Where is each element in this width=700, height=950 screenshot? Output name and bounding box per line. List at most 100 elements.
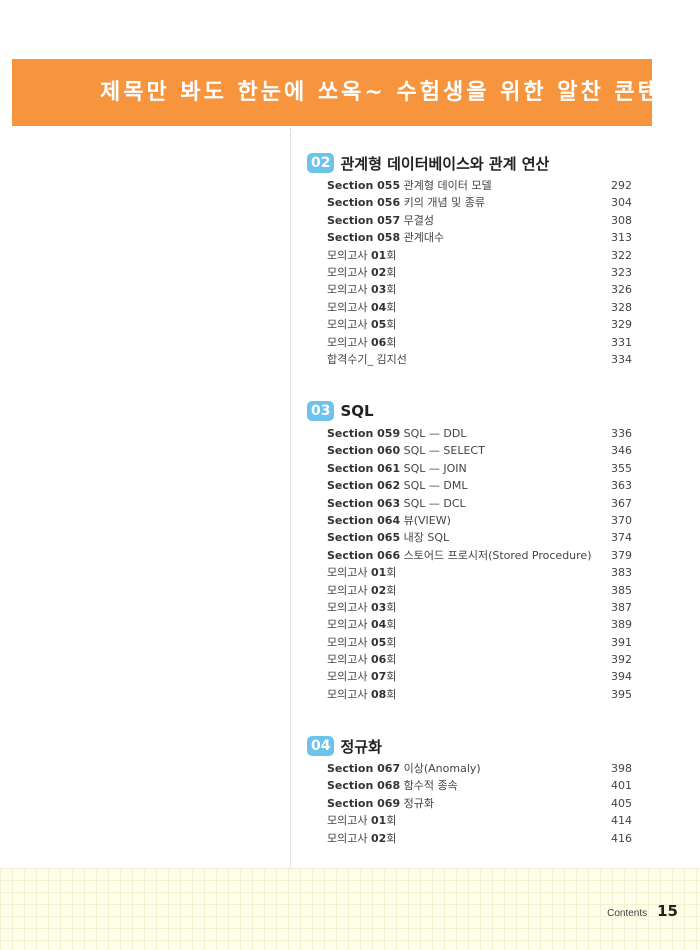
entry-title: 모의고사 01회 — [327, 247, 396, 264]
toc-entry[interactable]: Section 059 SQL — DDL 336 — [307, 425, 632, 442]
chapter-heading: 04 정규화 — [307, 734, 632, 758]
entry-number: 03 — [370, 283, 387, 297]
entry-page: 346 — [611, 444, 632, 458]
toc-entry[interactable]: 모의고사 01회 322 — [307, 247, 632, 264]
page-number: 15 — [657, 902, 678, 920]
toc-entry[interactable]: 모의고사 05회 391 — [307, 634, 632, 651]
entry-title: 모의고사 05회 — [327, 634, 396, 651]
toc-entry[interactable]: Section 063 SQL — DCL 367 — [307, 495, 632, 512]
entry-number: 05 — [370, 635, 387, 649]
entry-text: 회 — [386, 618, 397, 632]
chapter-03: 03 SQL Section 059 SQL — DDL 336 Section 060… — [307, 399, 632, 703]
toc-entry[interactable]: 모의고사 02회 323 — [307, 264, 632, 281]
entry-prefix: 합격수기_ 김지선 — [327, 352, 407, 366]
toc-entry[interactable]: 모의고사 03회 326 — [307, 281, 632, 298]
entry-page: 370 — [611, 513, 632, 527]
entry-prefix: 모의고사 — [327, 300, 371, 314]
toc-entry[interactable]: 모의고사 06회 331 — [307, 334, 632, 351]
entry-prefix: 모의고사 — [327, 687, 371, 701]
entry-title: 모의고사 02회 — [327, 830, 396, 847]
toc-entry[interactable]: 모의고사 02회 385 — [307, 582, 632, 599]
entry-page: 416 — [611, 831, 632, 845]
entry-number: Section 065 — [327, 531, 401, 545]
toc-entry[interactable]: 모의고사 07회 394 — [307, 668, 632, 685]
entry-title: 모의고사 04회 — [327, 299, 396, 316]
entry-page: 392 — [611, 653, 632, 667]
entry-title: Section 057 무결성 — [327, 212, 434, 229]
bottom-grid — [0, 868, 700, 950]
toc-entry[interactable]: 모의고사 01회 383 — [307, 564, 632, 581]
entry-page: 304 — [611, 196, 632, 210]
entry-number: Section 055 — [327, 179, 401, 192]
toc-entry[interactable]: 모의고사 06회 392 — [307, 651, 632, 668]
entry-page: 292 — [611, 179, 632, 192]
toc-entry[interactable]: Section 058 관계대수 313 — [307, 229, 632, 246]
entry-number: 02 — [370, 583, 387, 597]
toc-entry[interactable]: Section 067 이상(Anomaly) 398 — [307, 760, 632, 777]
entry-page: 387 — [611, 600, 632, 614]
entry-text: 뷰(VIEW) — [400, 513, 451, 527]
toc-entry[interactable]: Section 068 함수적 종속 401 — [307, 777, 632, 794]
toc-entry[interactable]: 모의고사 01회 414 — [307, 812, 632, 829]
entry-number: Section 060 — [327, 444, 401, 458]
entry-number: 03 — [370, 600, 387, 614]
toc-entry[interactable]: Section 061 SQL — JOIN 355 — [307, 460, 632, 477]
toc-entry[interactable]: Section 057 무결성 308 — [307, 212, 632, 229]
entry-text: 회 — [386, 653, 397, 667]
toc-entry[interactable]: 모의고사 08회 395 — [307, 686, 632, 703]
chapter-number-badge: 04 — [307, 736, 335, 756]
toc-entry[interactable]: Section 069 정규화 405 — [307, 795, 632, 812]
entry-title: Section 062 SQL — DML — [327, 477, 467, 494]
entry-title: 모의고사 06회 — [327, 651, 396, 668]
entry-title: Section 069 정규화 — [327, 795, 434, 812]
chapter-number-badge: 03 — [307, 401, 335, 421]
entry-prefix: 모의고사 — [327, 318, 371, 332]
entry-number: Section 068 — [327, 779, 401, 793]
entry-prefix: 모의고사 — [327, 618, 371, 632]
entry-number: Section 067 — [327, 762, 401, 775]
toc-entry[interactable]: Section 065 내장 SQL 374 — [307, 529, 632, 546]
toc-entry[interactable]: Section 064 뷰(VIEW) 370 — [307, 512, 632, 529]
toc-entry[interactable]: 모의고사 04회 389 — [307, 616, 632, 633]
entry-text: 회 — [386, 265, 397, 279]
entry-page: 374 — [611, 531, 632, 545]
toc-entry[interactable]: Section 056 키의 개념 및 종류 304 — [307, 194, 632, 211]
entry-title: Section 067 이상(Anomaly) — [327, 760, 481, 777]
toc-entry[interactable]: Section 055 관계형 데이터 모델 292 — [307, 177, 632, 194]
entry-title: Section 061 SQL — JOIN — [327, 460, 467, 477]
entry-text: SQL — DCL — [400, 496, 466, 510]
entry-page: 323 — [611, 265, 632, 279]
toc-entry[interactable]: 합격수기_ 김지선 334 — [307, 351, 632, 368]
entry-prefix: 모의고사 — [327, 248, 371, 262]
entry-title: 모의고사 03회 — [327, 599, 396, 616]
entry-text: 회 — [386, 583, 397, 597]
entry-page: 394 — [611, 670, 632, 684]
entry-text: 관계대수 — [400, 231, 445, 245]
chapter-title: 정규화 — [340, 737, 382, 756]
toc-entry[interactable]: 모의고사 04회 328 — [307, 299, 632, 316]
chapter-number-badge: 02 — [307, 153, 335, 173]
chapter-04: 04 정규화 Section 067 이상(Anomaly) 398 Section 0… — [307, 734, 632, 847]
entry-page: 334 — [611, 352, 632, 366]
entry-page: 391 — [611, 635, 632, 649]
entry-text: 회 — [386, 831, 397, 845]
toc-entry[interactable]: 모의고사 03회 387 — [307, 599, 632, 616]
entry-prefix: 모의고사 — [327, 335, 371, 349]
footer-label: Contents — [607, 908, 648, 919]
entry-title: Section 058 관계대수 — [327, 229, 444, 246]
toc-entry[interactable]: 모의고사 02회 416 — [307, 830, 632, 847]
toc-entry[interactable]: 모의고사 05회 329 — [307, 316, 632, 333]
entry-page: 363 — [611, 479, 632, 493]
entry-text: SQL — DML — [400, 479, 468, 493]
entry-text: SQL — JOIN — [400, 461, 467, 475]
toc-entry[interactable]: Section 062 SQL — DML 363 — [307, 477, 632, 494]
toc-entry[interactable]: Section 066 스토어드 프로시저(Stored Procedure) 3… — [307, 547, 632, 564]
entry-number: 07 — [370, 670, 387, 684]
entry-prefix: 모의고사 — [327, 670, 371, 684]
entry-text: 이상(Anomaly) — [400, 762, 481, 775]
entry-number: 04 — [370, 300, 387, 314]
entry-page: 383 — [611, 566, 632, 580]
toc-entry[interactable]: Section 060 SQL — SELECT 346 — [307, 442, 632, 459]
entry-number: 05 — [370, 318, 387, 332]
entry-prefix: 모의고사 — [327, 583, 371, 597]
